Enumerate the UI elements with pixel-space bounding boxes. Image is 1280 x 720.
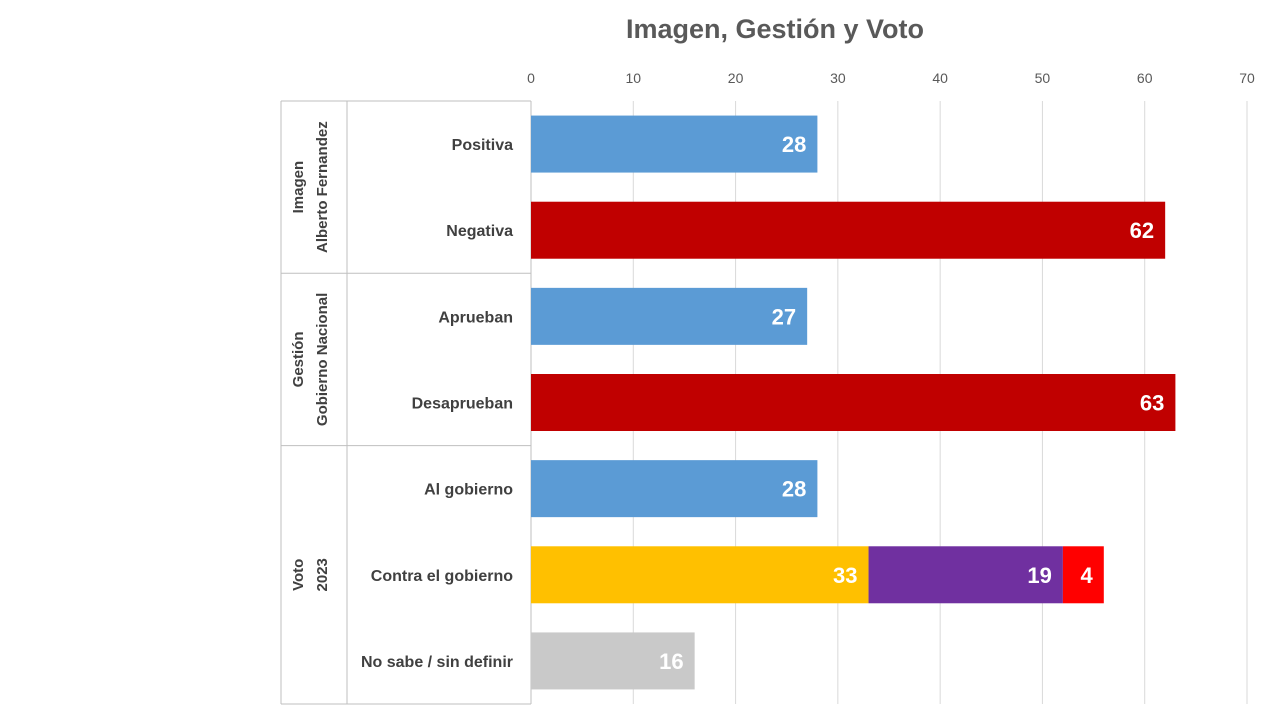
x-tick-label: 40 [932,70,948,86]
group-label-line: Gestión [290,332,307,388]
group-label-line: Alberto Fernandez [314,121,331,253]
group-label-line: Imagen [290,161,307,214]
x-tick-label: 60 [1137,70,1153,86]
x-tick-label: 70 [1239,70,1255,86]
bar-value-label: 16 [659,649,683,674]
bar-segment [868,546,1063,604]
category-labels: Positiva Negativa Aprueban Desaprueban Al go… [361,137,513,671]
category-label: Desaprueban [412,396,513,413]
bar-segment [1062,546,1104,604]
bar-segment [531,115,818,173]
x-tick-label: 10 [625,70,641,86]
bar-value-label: 28 [782,132,806,157]
bar-segment [531,287,808,345]
group-labels: Imagen Alberto Fernandez Gestión Gobierno N… [290,121,331,591]
x-tick-label: 30 [830,70,846,86]
group-label-line: Gobierno Nacional [314,293,331,426]
bar-segment [531,460,818,518]
bar-value-label: 19 [1027,563,1051,588]
bar-value-label: 62 [1130,218,1154,243]
x-tick-label: 0 [527,70,535,86]
bar-segment [531,632,695,690]
category-frame [280,100,532,705]
category-label: Contra el gobierno [371,568,513,585]
bar-segment [531,201,1166,259]
bar-value-label: 63 [1140,391,1164,416]
category-label: No sabe / sin definir [361,654,513,671]
bar-segment [531,546,869,604]
bars [531,115,1176,690]
x-tick-label: 50 [1035,70,1051,86]
data-labels: 28 62 27 63 28 33 19 4 16 [659,132,1164,674]
bar-value-label: 28 [782,477,806,502]
chart-title: Imagen, Gestión y Voto [625,14,925,44]
category-label: Aprueban [438,309,513,326]
group-label-line: 2023 [314,558,331,591]
group-label: Voto 2023 [290,558,331,591]
group-label-line: Voto [290,559,307,591]
category-label: Positiva [452,137,513,154]
group-label: Gestión Gobierno Nacional [290,293,331,426]
bar-value-label: 33 [833,563,857,588]
x-axis-ticks: 0 10 20 30 40 50 60 70 [527,70,1255,86]
group-label: Imagen Alberto Fernandez [290,121,331,253]
bar-segment [531,374,1176,431]
bar-value-label: 27 [772,304,796,329]
category-label: Al gobierno [424,482,513,499]
bar-value-label: 4 [1081,563,1094,588]
x-tick-label: 20 [728,70,744,86]
category-label: Negativa [446,223,513,240]
